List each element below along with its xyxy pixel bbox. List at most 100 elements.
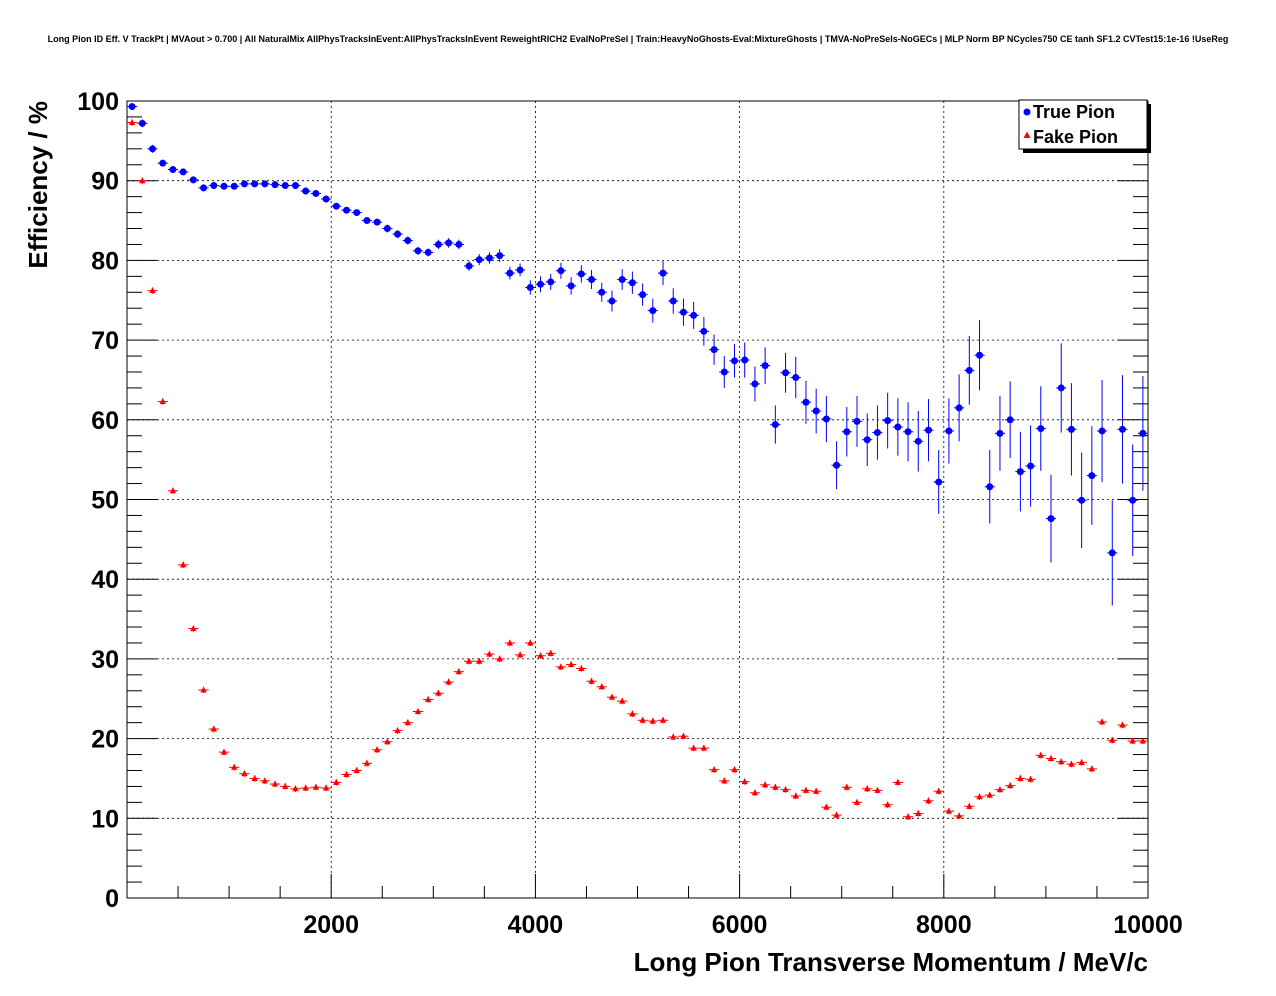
true-pion-marker: [894, 423, 902, 431]
fake-pion-point: [943, 807, 955, 815]
fake-pion-marker: [282, 782, 289, 789]
fake-pion-point: [525, 639, 536, 647]
true-pion-marker: [771, 421, 779, 429]
fake-pion-marker: [639, 716, 646, 723]
true-pion-point: [178, 168, 189, 176]
true-pion-point: [617, 269, 628, 290]
fake-pion-point: [1096, 718, 1108, 726]
fake-pion-point: [566, 660, 577, 668]
fake-pion-marker: [782, 786, 789, 793]
true-pion-point: [1005, 381, 1016, 459]
true-pion-marker: [690, 311, 698, 319]
fake-pion-marker: [292, 785, 299, 792]
true-pion-marker: [924, 426, 932, 434]
fake-pion-marker: [700, 744, 708, 751]
fake-pion-point: [300, 784, 311, 792]
true-pion-marker: [618, 276, 626, 284]
fake-pion-point: [1107, 736, 1118, 744]
true-pion-point: [127, 103, 138, 111]
fake-pion-point: [137, 177, 148, 184]
fake-pion-marker: [772, 783, 779, 790]
true-pion-marker: [1037, 425, 1045, 433]
true-pion-point: [320, 195, 332, 203]
true-pion-point: [300, 187, 311, 195]
fake-pion-point: [841, 783, 852, 791]
true-pion-marker: [1078, 496, 1086, 504]
y-tick-label: 70: [91, 327, 119, 355]
fake-pion-point: [392, 727, 403, 734]
true-pion-point: [198, 184, 209, 192]
fake-pion-point: [208, 725, 219, 733]
fake-pion-point: [729, 766, 740, 773]
true-pion-point: [964, 336, 975, 405]
true-pion-point: [188, 176, 199, 184]
fake-pion-point: [811, 787, 822, 795]
fake-pion-point: [739, 778, 750, 785]
true-pion-marker: [986, 483, 994, 491]
y-tick-label: 80: [91, 247, 119, 275]
fake-pion-point: [341, 770, 352, 778]
true-pion-point: [678, 298, 689, 326]
series-true-pion: [127, 103, 1148, 606]
fake-pion-point: [1066, 760, 1077, 768]
true-pion-point: [372, 218, 383, 226]
fake-pion-marker: [1098, 718, 1106, 725]
true-pion-marker: [547, 278, 555, 286]
x-tick-label: 4000: [508, 911, 564, 939]
true-pion-marker: [935, 478, 943, 486]
fake-pion-point: [892, 778, 903, 786]
true-pion-point: [1066, 383, 1077, 476]
true-pion-marker: [904, 428, 912, 436]
true-pion-marker: [159, 159, 167, 167]
legend-true-pion-marker: [1023, 108, 1031, 116]
true-pion-marker: [557, 267, 565, 275]
true-pion-marker: [424, 248, 432, 256]
fake-pion-point: [637, 716, 648, 724]
true-pion-marker: [843, 428, 851, 436]
true-pion-point: [545, 273, 556, 290]
fake-pion-point: [331, 778, 342, 786]
true-pion-point: [698, 316, 709, 346]
fake-pion-point: [627, 710, 638, 718]
true-pion-point: [586, 269, 597, 290]
fake-pion-point: [320, 784, 332, 792]
true-pion-marker: [873, 429, 881, 437]
true-pion-point: [361, 217, 373, 225]
true-pion-marker: [485, 254, 493, 262]
true-pion-marker: [230, 182, 238, 190]
fake-pion-marker: [455, 668, 463, 675]
fake-pion-marker: [1027, 775, 1034, 782]
true-pion-marker: [679, 308, 687, 316]
fake-pion-point: [218, 748, 230, 756]
true-pion-point: [310, 189, 321, 197]
fake-pion-marker: [874, 786, 881, 793]
true-pion-marker: [669, 297, 677, 305]
fake-pion-point: [147, 287, 158, 294]
fake-pion-point: [1127, 737, 1138, 745]
true-pion-marker: [506, 269, 514, 277]
true-pion-point: [208, 181, 219, 189]
true-pion-marker: [914, 437, 922, 445]
true-pion-point: [331, 202, 342, 210]
fake-pion-marker: [1068, 760, 1075, 767]
fake-pion-point: [800, 786, 812, 794]
true-pion-point: [811, 388, 822, 434]
true-pion-point: [484, 252, 495, 264]
fake-pion-point: [872, 786, 883, 794]
fake-pion-marker: [384, 738, 391, 745]
fake-pion-point: [780, 786, 791, 793]
true-pion-marker: [853, 417, 861, 425]
true-pion-marker: [741, 356, 749, 364]
fake-pion-point: [249, 774, 260, 782]
true-pion-marker: [628, 279, 636, 287]
fake-pion-point: [862, 785, 873, 792]
true-pion-marker: [475, 256, 483, 264]
fake-pion-marker: [169, 487, 177, 494]
true-pion-point: [719, 356, 730, 388]
fake-pion-marker: [1058, 758, 1065, 765]
true-pion-marker: [710, 346, 718, 354]
grid: [127, 101, 1148, 898]
true-pion-marker: [822, 415, 830, 423]
true-pion-point: [555, 262, 567, 279]
